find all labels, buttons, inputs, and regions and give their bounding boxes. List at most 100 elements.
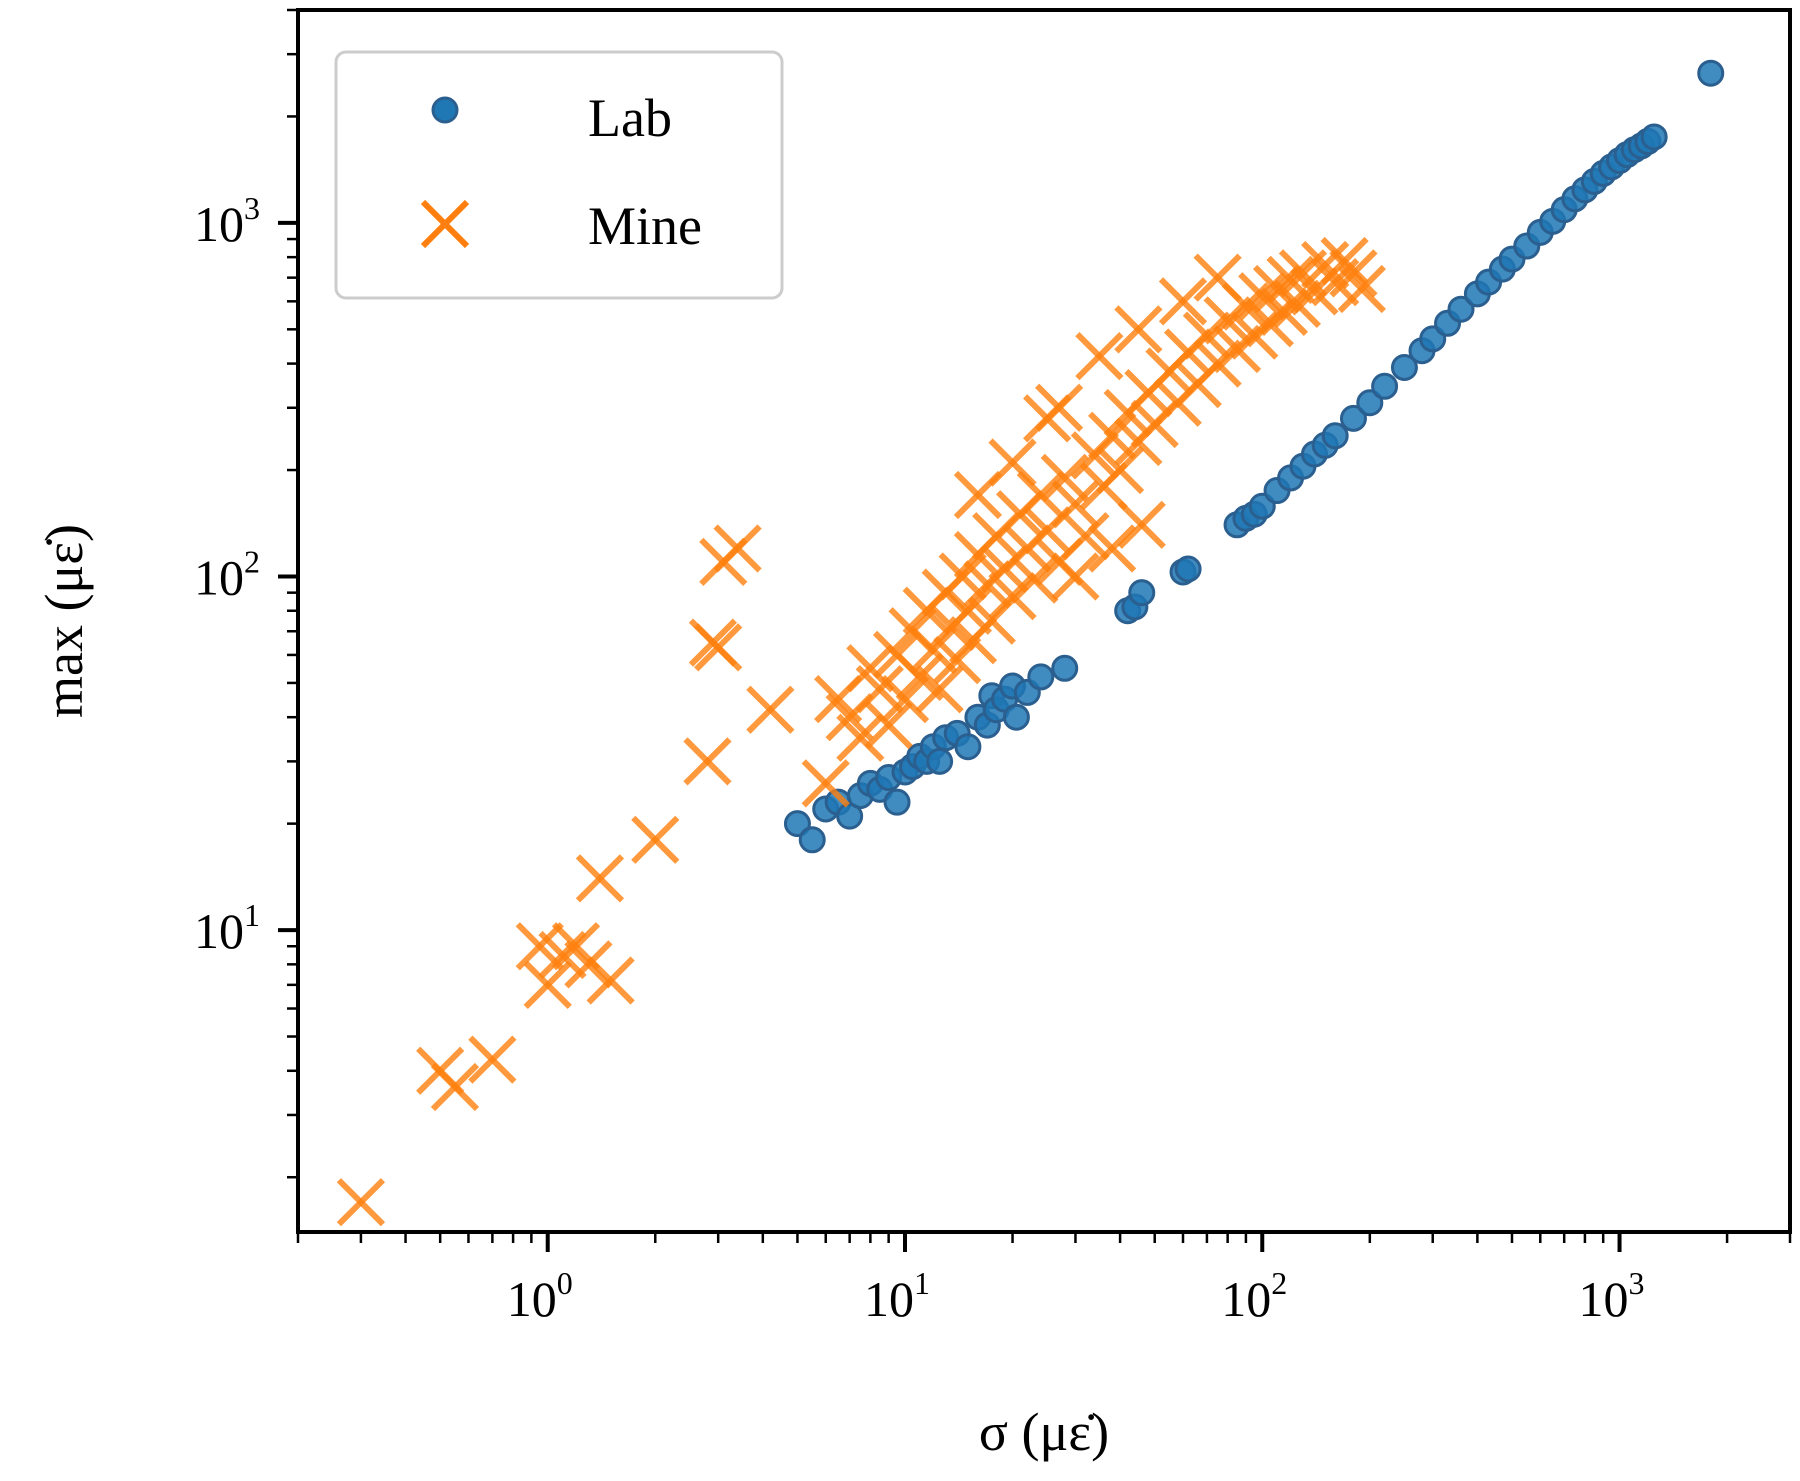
mine-point-stroke — [586, 956, 635, 1005]
mine-point-stroke — [1337, 264, 1386, 314]
mine-point-stroke — [1301, 240, 1350, 290]
mine-point — [1117, 500, 1166, 549]
mine-point — [586, 956, 635, 1005]
mine-point-stroke — [864, 700, 913, 750]
y-tick-label: 101 — [194, 897, 260, 959]
mine-point — [801, 759, 850, 808]
mine-point — [1061, 512, 1110, 561]
mine-point — [864, 700, 913, 750]
mine-point-stroke — [538, 930, 587, 980]
mine-point-stroke — [1023, 394, 1072, 443]
mine-point — [1075, 331, 1124, 381]
mine-point — [915, 665, 964, 714]
mine-point-stroke — [694, 623, 743, 672]
mine-point-stroke — [1252, 264, 1302, 314]
mine-point — [575, 854, 625, 903]
lab-point — [1027, 663, 1055, 691]
lab-point — [1002, 703, 1030, 731]
axis-ticks: 100 101 102 103 101 102 103 — [194, 8, 1792, 1327]
mine-point — [1114, 305, 1163, 354]
mine-point — [855, 665, 904, 714]
legend-lab-label: Lab — [588, 88, 672, 148]
lab-point — [1321, 422, 1349, 450]
mine-point-stroke — [575, 854, 625, 903]
mine-point-stroke — [1114, 305, 1163, 354]
mine-point-stroke — [336, 1178, 386, 1227]
mine-point — [523, 960, 572, 1009]
mine-point-stroke — [880, 674, 930, 724]
mine-point-stroke — [1193, 253, 1242, 302]
mine-point — [1051, 480, 1100, 529]
mine-point-stroke — [683, 737, 732, 786]
mine-series — [336, 236, 1386, 1227]
mine-point — [909, 625, 958, 675]
mine-point — [631, 815, 680, 864]
mine-point — [564, 940, 613, 989]
legend-mine-label: Mine — [588, 196, 702, 256]
mine-point-stroke — [855, 665, 904, 714]
lab-point — [1128, 579, 1156, 607]
mine-point — [468, 1035, 517, 1084]
mine-point-stroke — [1259, 287, 1309, 337]
mine-point — [1337, 264, 1386, 314]
mine-point-stroke — [1158, 277, 1208, 326]
lab-point — [1356, 389, 1384, 417]
mine-point-stroke — [895, 652, 944, 702]
mine-point-stroke — [468, 1035, 517, 1084]
lab-point — [798, 826, 826, 854]
mine-point-stroke — [631, 815, 680, 864]
mine-point-stroke — [909, 625, 958, 675]
lab-point — [836, 802, 864, 830]
mine-point-stroke — [1010, 555, 1059, 604]
mine-point-stroke — [1117, 500, 1166, 549]
lab-point — [883, 788, 911, 816]
mine-point — [713, 524, 762, 573]
lab-point — [1051, 654, 1079, 682]
lab-point — [926, 747, 954, 775]
mine-point — [1010, 555, 1059, 604]
mine-point-stroke — [1051, 480, 1100, 529]
legend: Lab Mine — [334, 50, 784, 300]
lab-point — [1697, 59, 1725, 87]
legend-box — [334, 50, 784, 300]
mine-point-stroke — [1329, 249, 1378, 298]
mine-point-stroke — [515, 922, 564, 971]
mine-point-stroke — [1075, 331, 1124, 381]
mine-point — [336, 1178, 386, 1227]
mine-point-stroke — [1051, 552, 1100, 601]
mine-point-stroke — [1061, 512, 1110, 561]
mine-point — [943, 586, 993, 635]
mine-point — [694, 623, 743, 672]
mine-point — [746, 685, 795, 734]
lab-point — [954, 733, 982, 761]
lab-point — [1339, 404, 1367, 432]
x-tick-label: 102 — [1221, 1265, 1287, 1327]
mine-point-stroke — [836, 713, 885, 762]
mine-point — [988, 571, 1037, 621]
mine-point-stroke — [430, 1062, 480, 1112]
plot-frame — [296, 8, 1792, 1234]
mine-point — [880, 674, 930, 724]
mine-point — [1040, 453, 1089, 503]
lab-point — [1447, 295, 1475, 323]
mine-point — [836, 713, 885, 762]
mine-point-stroke — [846, 644, 895, 693]
lab-point — [1174, 555, 1202, 583]
mine-point — [1051, 552, 1100, 601]
mine-point-stroke — [1182, 311, 1232, 360]
x-tick-label: 101 — [864, 1265, 930, 1327]
legend-mine-marker — [420, 199, 470, 249]
mine-point-stroke — [1193, 339, 1242, 388]
y-tick-label: 102 — [194, 543, 260, 605]
mine-point — [953, 470, 1003, 520]
mine-point — [1329, 249, 1378, 298]
mine-point-stroke — [872, 630, 922, 680]
mine-point-stroke — [523, 960, 572, 1009]
mine-point — [538, 930, 587, 980]
mine-point — [1193, 253, 1242, 302]
mine-point-stroke — [1095, 445, 1145, 495]
mine-point-stroke — [1040, 453, 1089, 503]
mine-point-stroke — [953, 470, 1003, 520]
mine-point-stroke — [564, 940, 613, 989]
